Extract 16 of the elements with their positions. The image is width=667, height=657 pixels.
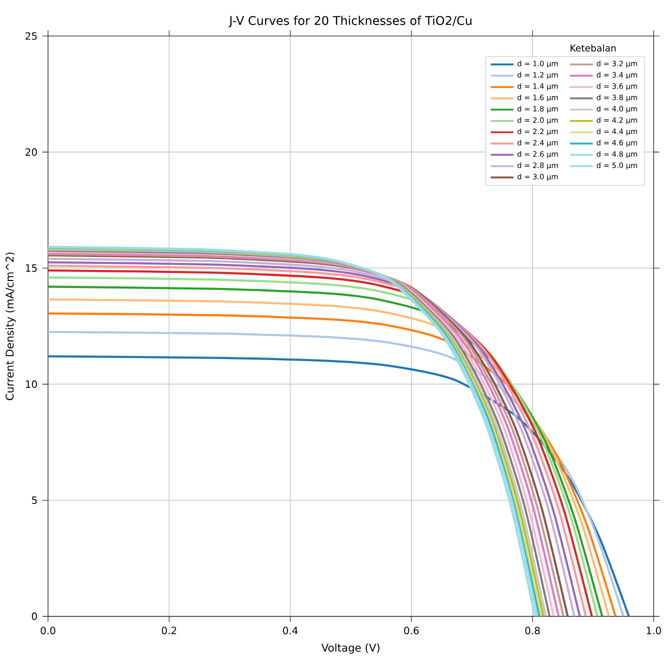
x-tick-label: 0.4 [282, 626, 298, 634]
legend-title: Ketebalan [570, 44, 616, 52]
y-tick-label: 0 [32, 612, 37, 620]
y-tick-label: 10 [26, 380, 37, 388]
y-axis-title: Current Density (mA/cm^2) [5, 252, 16, 400]
x-tick-label: 0.8 [525, 626, 540, 634]
y-tick-label: 25 [26, 32, 37, 40]
y-tick-label: 15 [26, 264, 37, 272]
y-tick-label: 20 [26, 148, 37, 156]
y-tick-label: 5 [32, 496, 37, 504]
chart-title: J-V Curves for 20 Thicknesses of TiO2/Cu [228, 16, 472, 28]
x-tick-label: 0.0 [40, 626, 56, 634]
x-axis-title: Voltage (V) [321, 643, 380, 654]
x-tick-label: 0.2 [162, 626, 176, 634]
x-tick-label: 1.0 [646, 626, 661, 634]
x-tick-label: 0.6 [404, 626, 419, 634]
